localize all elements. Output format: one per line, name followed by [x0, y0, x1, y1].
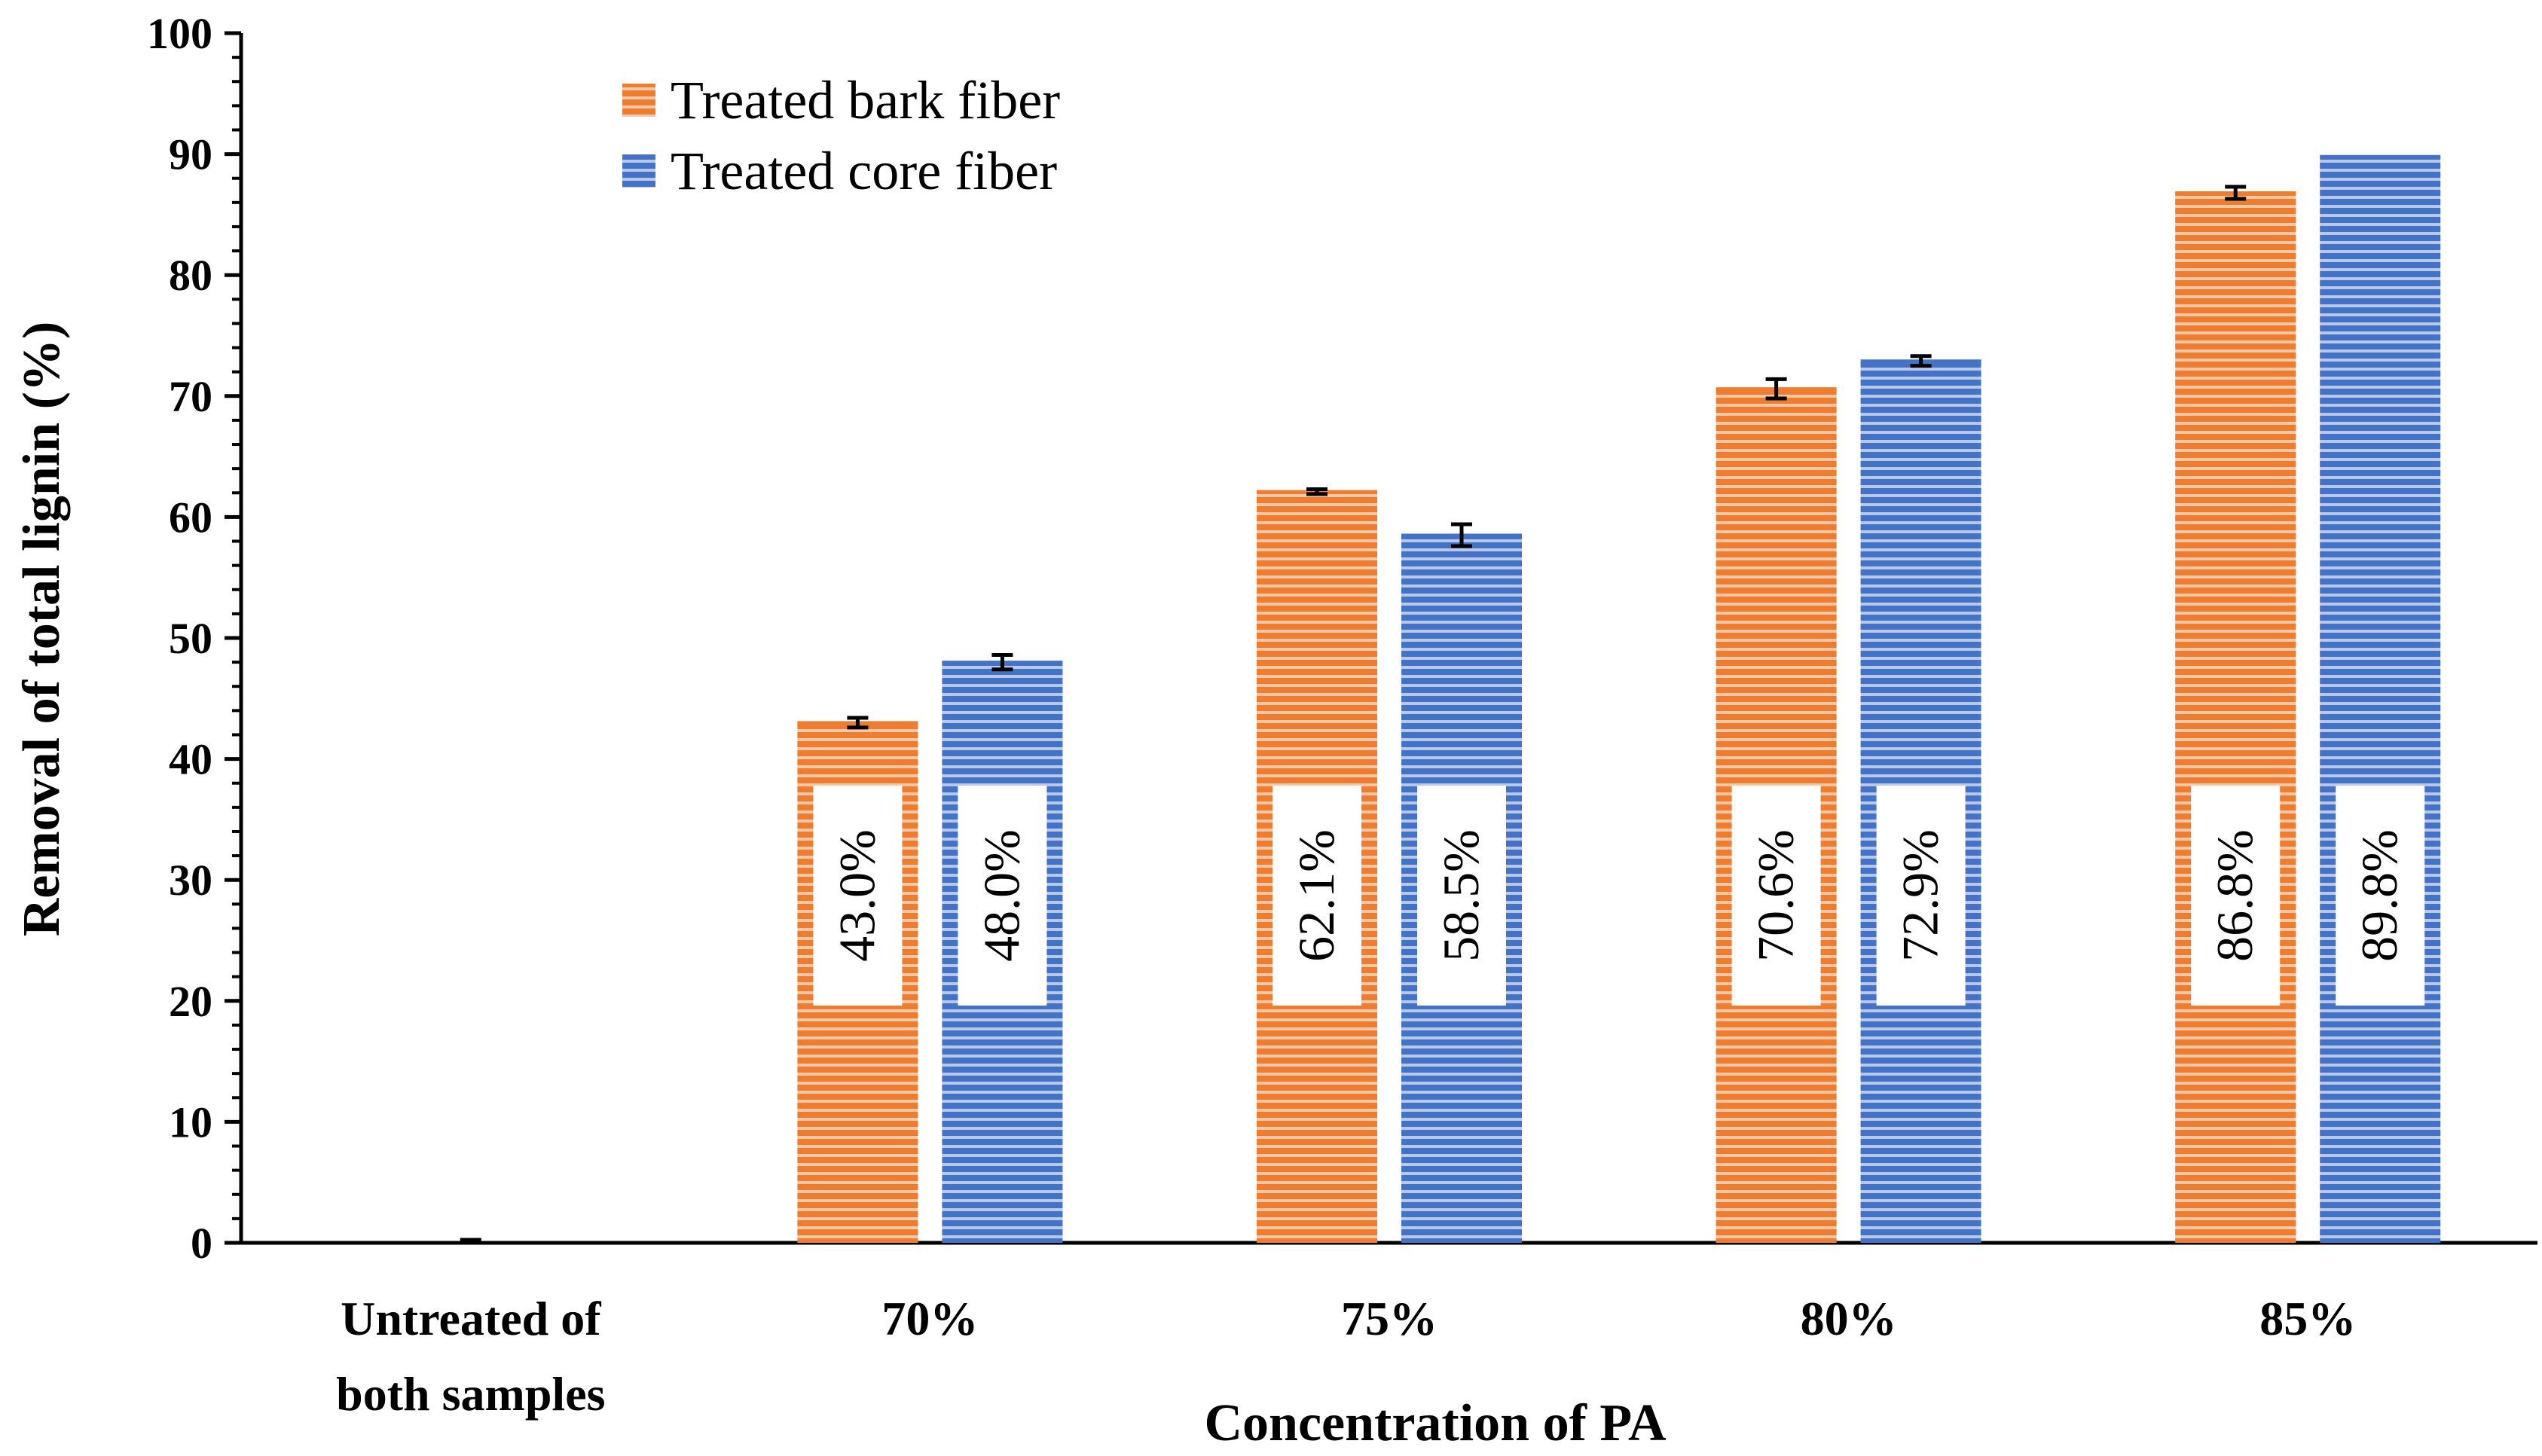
x-axis-title: Concentration of PA — [1204, 1394, 1666, 1452]
bars: 43.0% 48.0% 62.1% 58.5% 70.6% 72.9% 86.8% 89.8% — [460, 154, 2441, 1244]
data-label: 62.1% — [1288, 829, 1345, 962]
data-label-box — [2336, 786, 2425, 1006]
x-category-label: both samples — [336, 1367, 605, 1421]
core-fiber-bar — [2320, 156, 2441, 1243]
data-label: 58.5% — [1432, 829, 1489, 962]
data-label-box — [1273, 786, 1361, 1006]
y-axis: 0 10 20 30 40 50 60 70 80 90 100 — [147, 9, 243, 1268]
y-tick-label: 30 — [169, 856, 212, 905]
x-axis: Untreated of both samples 70% 75% 80% 85% — [241, 1241, 2537, 1421]
data-label: 89.8% — [2351, 829, 2408, 962]
data-label-box — [1876, 786, 1966, 1006]
y-tick-label: 80 — [169, 251, 212, 300]
data-label: 48.0% — [973, 829, 1030, 962]
data-label: 43.0% — [828, 829, 885, 962]
data-label-box — [1731, 786, 1821, 1006]
data-label-box — [2191, 786, 2281, 1006]
y-tick-label: 90 — [169, 130, 212, 179]
y-tick-label: 40 — [169, 735, 212, 784]
legend-label: Treated bark fiber — [671, 70, 1060, 130]
x-category-label: 75% — [1341, 1292, 1438, 1345]
data-label: 86.8% — [2206, 829, 2263, 962]
y-tick-label: 20 — [169, 977, 212, 1026]
legend: Treated bark fiber Treated core fiber — [622, 70, 1060, 201]
legend-label: Treated core fiber — [671, 141, 1057, 201]
x-category-label: 85% — [2259, 1292, 2356, 1345]
data-label-box — [813, 786, 903, 1006]
x-category-label: 80% — [1801, 1292, 1897, 1345]
x-category-label: Untreated of — [341, 1292, 601, 1345]
legend-swatch-bark — [622, 84, 655, 117]
data-label: 72.9% — [1892, 829, 1949, 962]
x-category-label: 70% — [881, 1292, 978, 1345]
data-label-box — [1417, 786, 1506, 1006]
y-tick-label: 50 — [169, 614, 212, 663]
data-label: 70.6% — [1747, 829, 1804, 962]
y-axis-title: Removal of total lignin (%) — [13, 322, 71, 937]
y-tick-label: 100 — [147, 9, 212, 58]
legend-swatch-core — [622, 154, 655, 188]
bark-fiber-bar — [2175, 192, 2296, 1244]
y-tick-label: 70 — [169, 372, 212, 421]
data-label-box — [958, 786, 1047, 1006]
y-tick-label: 0 — [191, 1219, 212, 1268]
y-tick-label: 60 — [169, 493, 212, 542]
y-tick-label: 10 — [169, 1097, 212, 1146]
